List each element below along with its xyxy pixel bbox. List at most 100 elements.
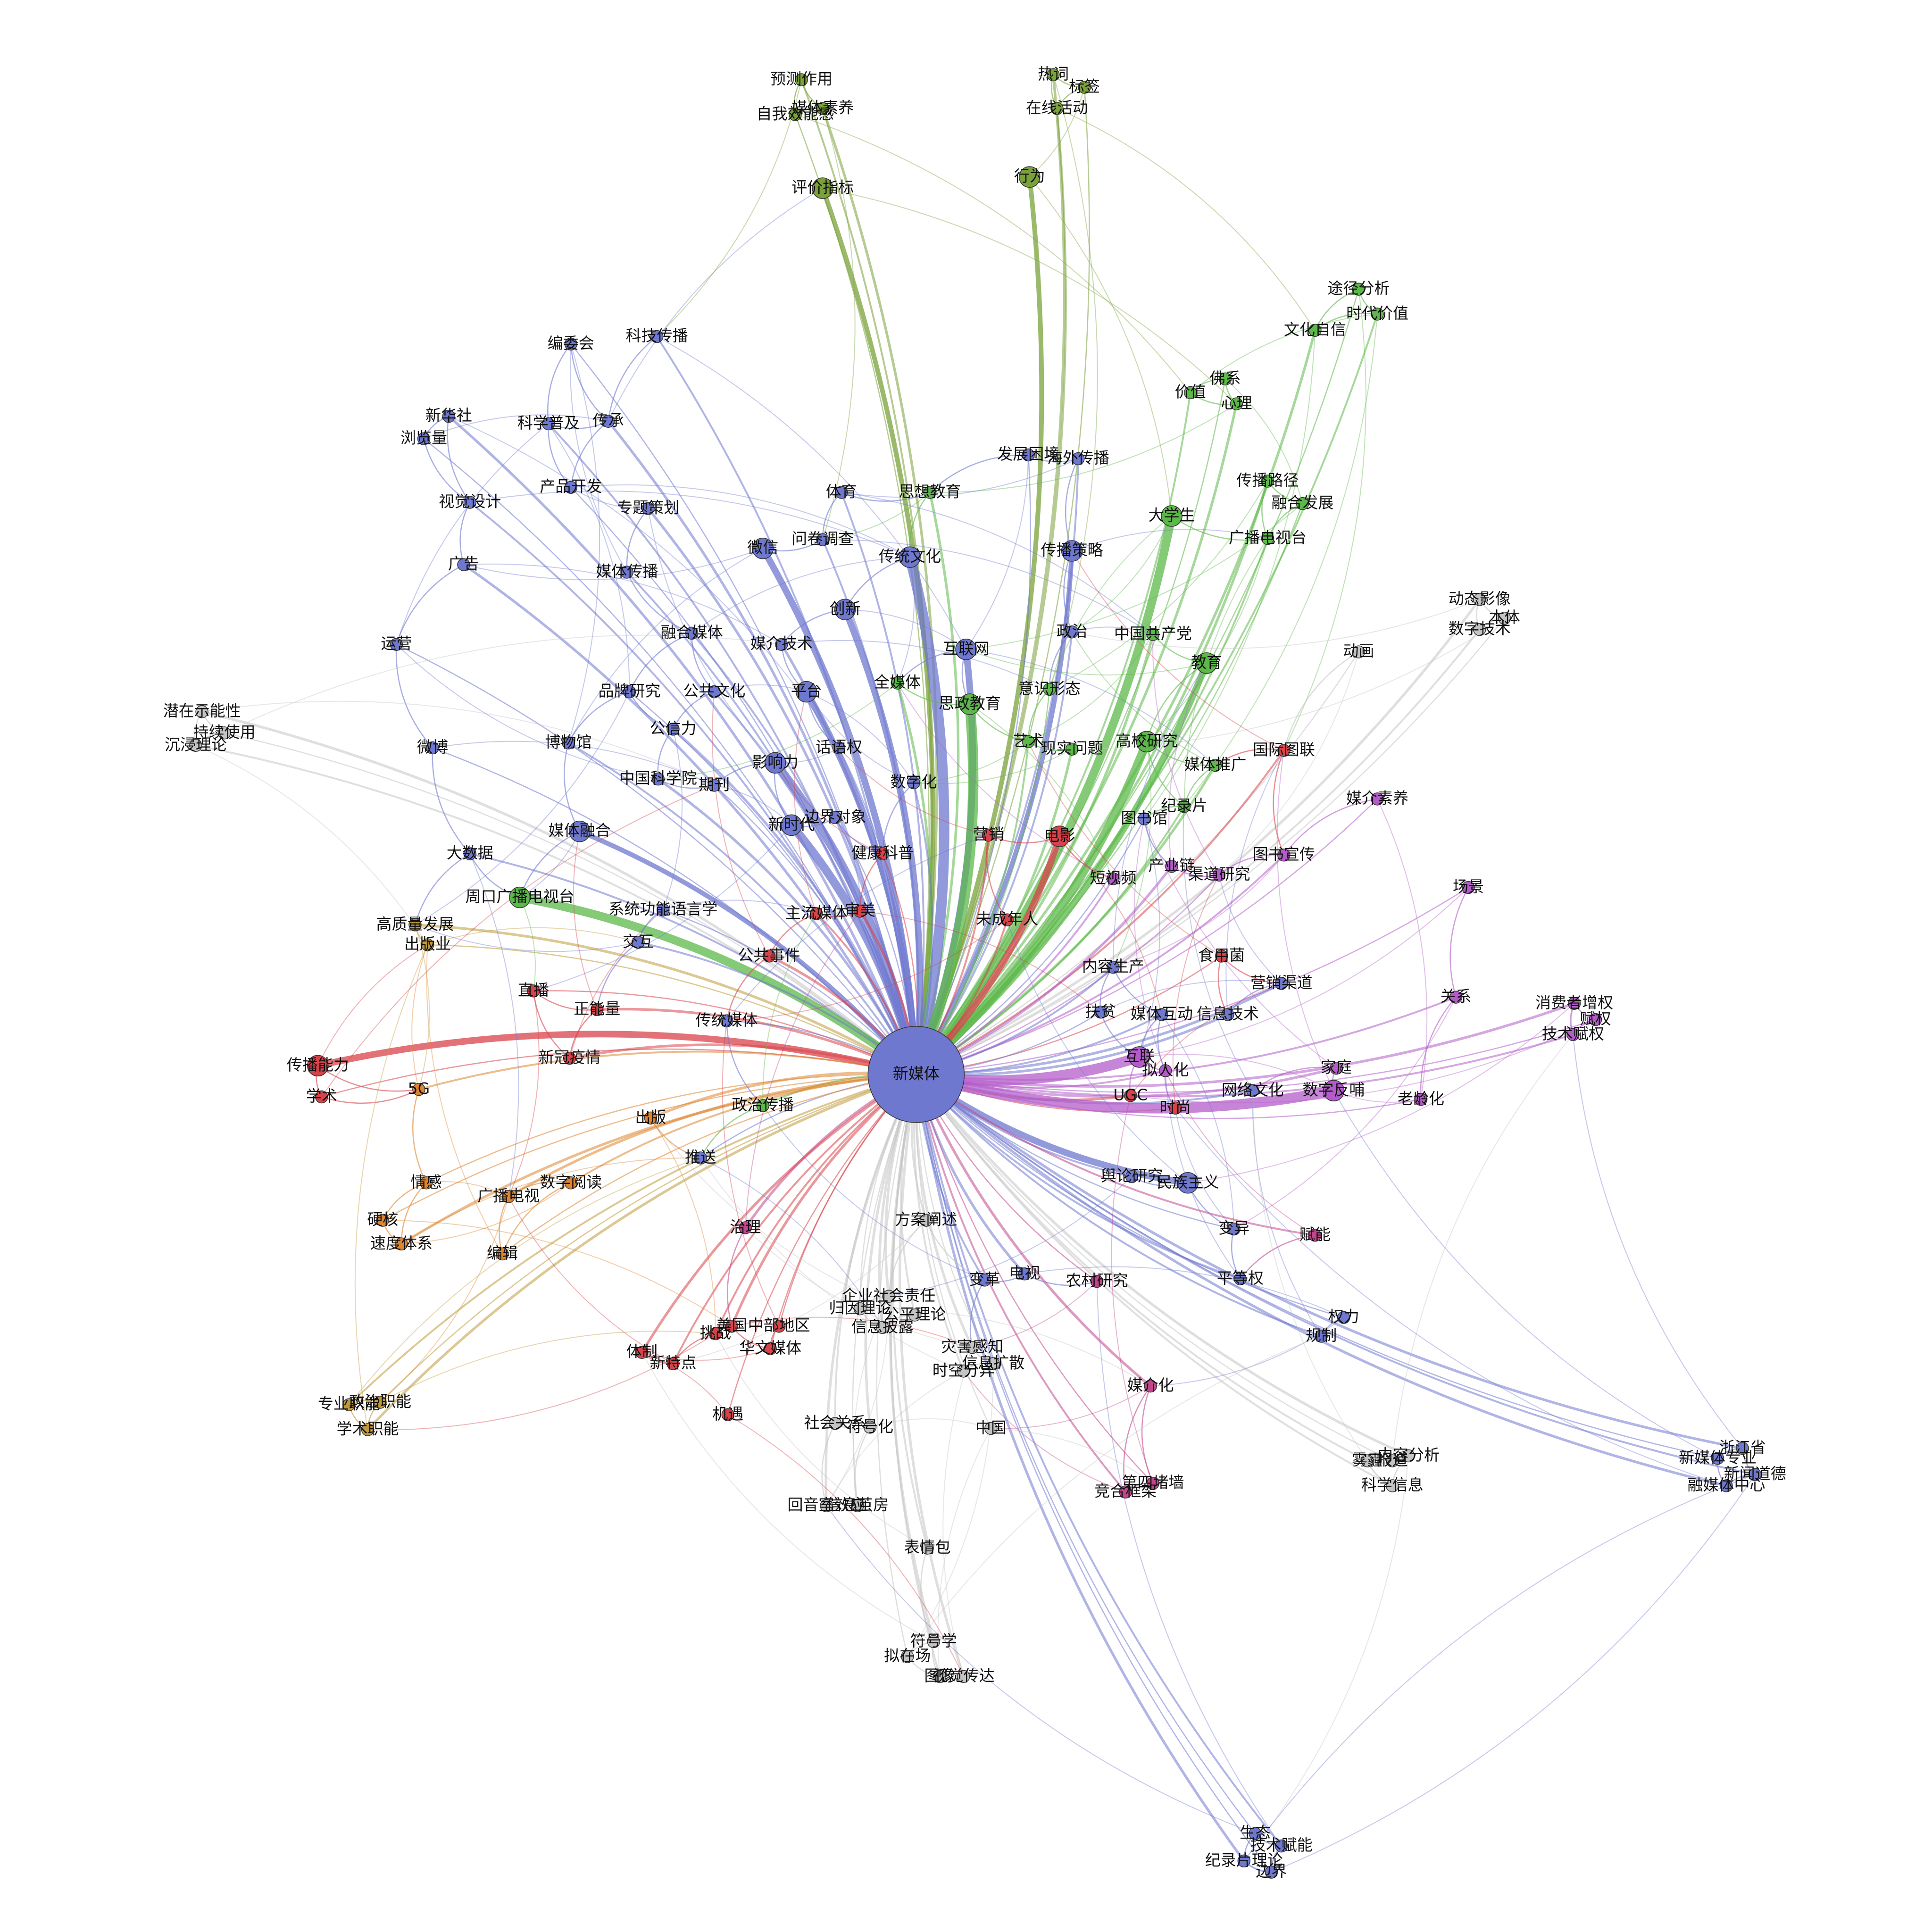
edge — [657, 336, 966, 650]
node — [1473, 623, 1486, 636]
edge — [548, 421, 609, 429]
node — [1337, 1311, 1350, 1324]
edge — [448, 416, 840, 749]
edge — [502, 1074, 916, 1255]
edge — [672, 691, 715, 730]
node-label: 时代价值 — [1346, 304, 1408, 322]
edge — [870, 1418, 991, 1429]
node — [509, 886, 531, 908]
node-label: 传统媒体 — [696, 1011, 758, 1029]
edge — [969, 704, 1114, 879]
node — [1566, 1028, 1580, 1041]
node — [1274, 1839, 1288, 1853]
edge — [1072, 626, 1153, 635]
node-label: 老龄化 — [1398, 1089, 1444, 1108]
node — [496, 1247, 509, 1261]
node-label: 标签 — [1069, 77, 1100, 95]
node-label: 交互 — [623, 932, 654, 950]
node-label: 纪录片 — [1161, 796, 1208, 815]
edge — [821, 1423, 836, 1506]
edge — [658, 683, 898, 780]
node — [1711, 1452, 1724, 1465]
edge — [915, 1074, 1151, 1387]
edge — [1377, 799, 1428, 1099]
edge — [463, 563, 782, 645]
node-label: 思想教育 — [899, 482, 961, 500]
edge — [571, 484, 910, 558]
edge — [395, 644, 433, 749]
edge — [920, 1548, 934, 1642]
node-label: 科学普及 — [517, 414, 580, 432]
node-label: 大学生 — [1149, 506, 1195, 525]
node — [1352, 645, 1366, 658]
node — [1177, 1172, 1199, 1194]
edge — [745, 1227, 973, 1348]
edge — [916, 617, 1505, 1075]
node — [1736, 1441, 1749, 1455]
node-label: 新媒体专业 — [1679, 1448, 1757, 1466]
node-label: 品牌研究 — [599, 682, 661, 700]
node — [810, 907, 823, 920]
node-label: 表情包 — [904, 1538, 951, 1557]
node-label: 互联网 — [943, 639, 990, 658]
node — [882, 1290, 895, 1303]
node — [984, 1422, 998, 1435]
node — [623, 685, 636, 699]
edge — [427, 927, 639, 946]
node-label: 拟人化 — [1142, 1060, 1189, 1079]
node-label: 信息披露 — [851, 1317, 914, 1336]
edge — [1139, 887, 1469, 1058]
edge — [1168, 663, 1207, 866]
edge — [845, 609, 966, 650]
node — [1061, 540, 1083, 562]
node-label: 高质量发展 — [376, 915, 454, 933]
node-label: 融合媒体 — [661, 623, 723, 641]
node — [1128, 1046, 1150, 1068]
node — [1183, 386, 1197, 400]
edge — [195, 744, 917, 1075]
edge — [1059, 836, 1162, 1015]
edge — [1240, 1234, 1316, 1280]
node-label: 数字反哺 — [1303, 1081, 1365, 1099]
edge — [897, 557, 915, 683]
node — [1589, 1013, 1602, 1026]
edge — [382, 1074, 916, 1221]
node-label: 系统功能语言学 — [608, 900, 717, 918]
edge — [860, 1308, 1151, 1387]
edge — [916, 599, 1481, 1076]
node-label: 周口广播电视台 — [465, 887, 574, 906]
node-label: 发展困境 — [997, 445, 1059, 463]
node — [1022, 735, 1035, 749]
edge — [1072, 599, 1480, 649]
edge — [348, 1073, 916, 1406]
edge — [1152, 634, 1220, 875]
edge — [916, 818, 1145, 1075]
node-label: 媒介素养 — [1346, 789, 1408, 807]
node — [527, 984, 540, 998]
node — [1161, 505, 1183, 527]
edge — [727, 1227, 746, 1327]
edge — [1252, 1066, 1336, 1091]
edge — [1113, 855, 1284, 968]
node-label: 灾害感知 — [941, 1337, 1003, 1356]
node — [1125, 1170, 1139, 1183]
node-label: 政治传播 — [732, 1095, 794, 1114]
edge — [380, 1196, 509, 1403]
edge — [367, 1333, 716, 1431]
node-label: 方案阐述 — [895, 1210, 957, 1229]
edge — [380, 1074, 916, 1403]
edge — [1096, 1281, 1282, 1847]
edge — [916, 1074, 1272, 1873]
edge — [1049, 516, 1172, 690]
node-label: 信息扩散 — [962, 1353, 1024, 1372]
node — [832, 741, 846, 755]
edge — [966, 649, 1216, 766]
edge — [1218, 651, 1359, 875]
edge — [1141, 1386, 1154, 1484]
edge — [1333, 1090, 1718, 1459]
node-label: 平台 — [791, 682, 822, 700]
node-label: 现实问题 — [1041, 739, 1103, 758]
edge — [860, 910, 1101, 1013]
node-label: 报道 — [1377, 1451, 1408, 1469]
node — [666, 1357, 680, 1370]
